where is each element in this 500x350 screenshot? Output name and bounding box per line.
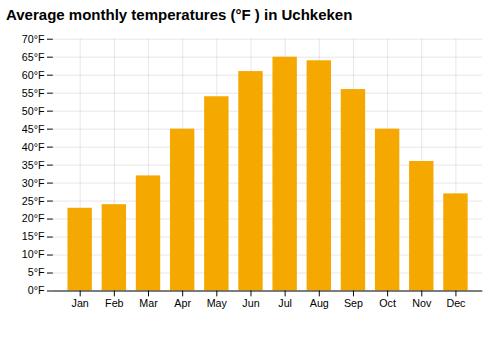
svg-text:Dec: Dec — [446, 297, 466, 309]
svg-text:70°F: 70°F — [22, 33, 45, 45]
svg-text:60°F: 60°F — [22, 69, 45, 81]
svg-text:20°F: 20°F — [22, 212, 45, 224]
svg-text:Aug: Aug — [310, 297, 329, 309]
svg-text:25°F: 25°F — [22, 195, 45, 207]
svg-text:0°F: 0°F — [28, 284, 45, 296]
svg-text:30°F: 30°F — [22, 177, 45, 189]
svg-text:Jan: Jan — [72, 297, 89, 309]
svg-text:Jun: Jun — [242, 297, 259, 309]
svg-text:45°F: 45°F — [22, 123, 45, 135]
svg-text:50°F: 50°F — [22, 105, 45, 117]
svg-text:15°F: 15°F — [22, 230, 45, 242]
svg-text:55°F: 55°F — [22, 87, 45, 99]
svg-text:Nov: Nov — [412, 297, 432, 309]
svg-text:40°F: 40°F — [22, 141, 45, 153]
svg-text:5°F: 5°F — [28, 266, 45, 278]
svg-text:10°F: 10°F — [22, 248, 45, 260]
svg-text:65°F: 65°F — [22, 51, 45, 63]
svg-text:Oct: Oct — [379, 297, 396, 309]
svg-text:Apr: Apr — [174, 297, 191, 309]
svg-text:Jul: Jul — [278, 297, 292, 309]
html-text:Average monthly temperatures (: Average monthly temperatures (°F ) in Uc… — [6, 6, 353, 23]
svg-text:May: May — [207, 297, 228, 309]
svg-text:Feb: Feb — [105, 297, 124, 309]
svg-text:Sep: Sep — [344, 297, 363, 309]
svg-text:Mar: Mar — [139, 297, 158, 309]
svg-text:35°F: 35°F — [22, 159, 45, 171]
